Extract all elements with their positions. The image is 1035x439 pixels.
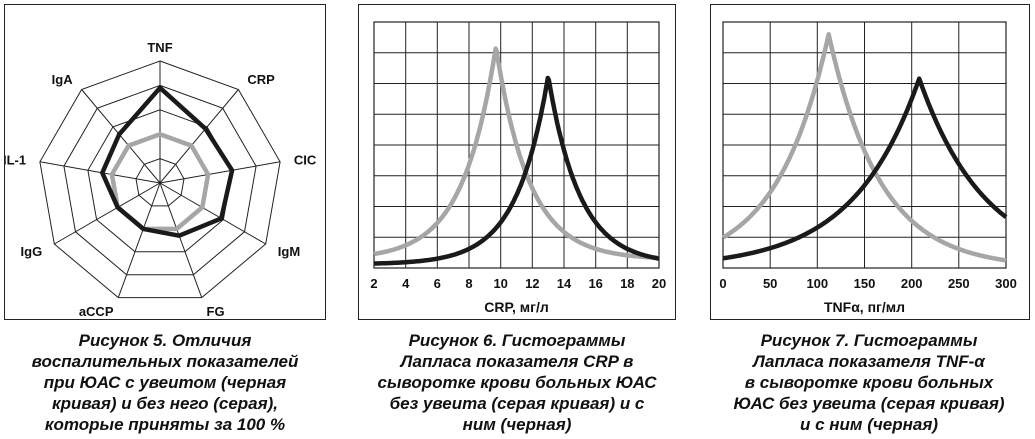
crp-x-tick-label: 8 bbox=[465, 276, 472, 291]
crp-x-tick-label: 4 bbox=[402, 276, 410, 291]
radar-axis-label: CIC bbox=[294, 152, 317, 167]
radar-axis-label: IL-1 bbox=[5, 152, 26, 167]
tnf-histogram-chart: 0 50 100 150 200 250 300 TNFα, пг/мл bbox=[719, 21, 1017, 315]
tnf-x-tick-label: 100 bbox=[806, 276, 828, 291]
tnf-series-curve bbox=[721, 32, 1008, 263]
radar-spoke bbox=[159, 182, 266, 245]
caption-line: сыворотке крови больных ЮАС bbox=[377, 373, 657, 392]
caption-line: Рисунок 7. Гистограммы bbox=[760, 331, 978, 350]
figure-6-caption: Рисунок 6. Гистограммы Лапласа показател… bbox=[352, 330, 682, 435]
caption-line: кривая) и без него (серая), bbox=[51, 394, 279, 413]
radar-grid-ring bbox=[39, 60, 281, 299]
crp-series-curve bbox=[372, 46, 661, 261]
radar-spoke bbox=[117, 182, 161, 298]
caption-line: воспалительных показателей bbox=[31, 352, 299, 371]
caption-line: Рисунок 6. Гистограммы bbox=[408, 331, 626, 350]
crp-series-curve bbox=[372, 75, 661, 266]
caption-line: Лапласа показателя CRP в bbox=[400, 352, 634, 371]
radar-axis-label: IgA bbox=[52, 72, 74, 87]
crp-x-tick-label: 20 bbox=[652, 276, 666, 291]
tnf-x-tick-label: 250 bbox=[948, 276, 970, 291]
tnf-x-tick-label: 0 bbox=[719, 276, 726, 291]
caption-line: ЮАС без увеита (серая кривая) bbox=[733, 394, 1005, 413]
figure-5-caption: Рисунок 5. Отличия воспалительных показа… bbox=[4, 330, 326, 435]
radar-series bbox=[109, 131, 211, 232]
caption-line: в сыворотке крови больных bbox=[744, 373, 994, 392]
radar-spoke bbox=[54, 182, 161, 245]
radar-spoke bbox=[159, 161, 281, 184]
tnf-chart-panel: 0 50 100 150 200 250 300 TNFα, пг/мл bbox=[710, 4, 1030, 320]
radar-grid-ring bbox=[63, 84, 257, 276]
tnf-x-tick-label: 150 bbox=[854, 276, 876, 291]
radar-chart-panel: TNF CRP CIC IgM FG aCCP IgG IL-1 IgA bbox=[4, 4, 326, 320]
tnf-x-tick-label: 200 bbox=[901, 276, 923, 291]
radar-spoke bbox=[39, 161, 161, 184]
radar-spoke bbox=[159, 89, 239, 184]
crp-x-tick-label: 16 bbox=[588, 276, 602, 291]
tnf-series-curve bbox=[721, 76, 1008, 261]
radar-grid-ring bbox=[135, 158, 185, 207]
figure-7-caption: Рисунок 7. Гистограммы Лапласа показател… bbox=[704, 330, 1034, 435]
caption-line: ним (черная) bbox=[462, 415, 572, 434]
radar-axis-label: FG bbox=[207, 304, 225, 319]
crp-x-tick-label: 10 bbox=[493, 276, 507, 291]
crp-x-tick-label: 2 bbox=[370, 276, 377, 291]
radar-axis-label: IgG bbox=[21, 244, 43, 259]
crp-x-tick-label: 18 bbox=[620, 276, 634, 291]
crp-chart-panel: 2 4 6 8 10 12 14 16 18 20 CRP, мг/л bbox=[358, 4, 676, 320]
caption-line: Лапласа показателя TNF-α bbox=[753, 352, 985, 371]
radar-axis-label: IgM bbox=[278, 244, 300, 259]
caption-line: Рисунок 5. Отличия bbox=[78, 331, 252, 350]
caption-line: и с ним (черная) bbox=[799, 415, 939, 434]
caption-line: без увеита (серая кривая) и с bbox=[389, 394, 645, 413]
tnf-x-tick-label: 300 bbox=[995, 276, 1017, 291]
tnf-x-axis-label: TNFα, пг/мл bbox=[824, 299, 905, 315]
crp-x-tick-label: 6 bbox=[434, 276, 441, 291]
radar-axis-label: TNF bbox=[147, 40, 172, 55]
crp-x-tick-label: 14 bbox=[557, 276, 572, 291]
radar-spoke bbox=[159, 182, 203, 298]
radar-axis-label: aCCP bbox=[79, 304, 114, 319]
tnf-plot-frame bbox=[722, 21, 1007, 269]
radar-series bbox=[100, 85, 235, 238]
tnf-x-tick-label: 50 bbox=[763, 276, 777, 291]
crp-x-tick-label: 12 bbox=[525, 276, 539, 291]
crp-plot-frame bbox=[373, 21, 660, 269]
caption-line: которые приняты за 100 % bbox=[44, 415, 286, 434]
radar-axis-label: CRP bbox=[247, 72, 275, 87]
caption-line: при ЮАС с увеитом (черная bbox=[43, 373, 287, 392]
crp-histogram-chart: 2 4 6 8 10 12 14 16 18 20 CRP, мг/л bbox=[370, 21, 666, 315]
radar-chart: TNF CRP CIC IgM FG aCCP IgG IL-1 IgA bbox=[5, 40, 317, 319]
crp-x-axis-label: CRP, мг/л bbox=[484, 299, 549, 315]
